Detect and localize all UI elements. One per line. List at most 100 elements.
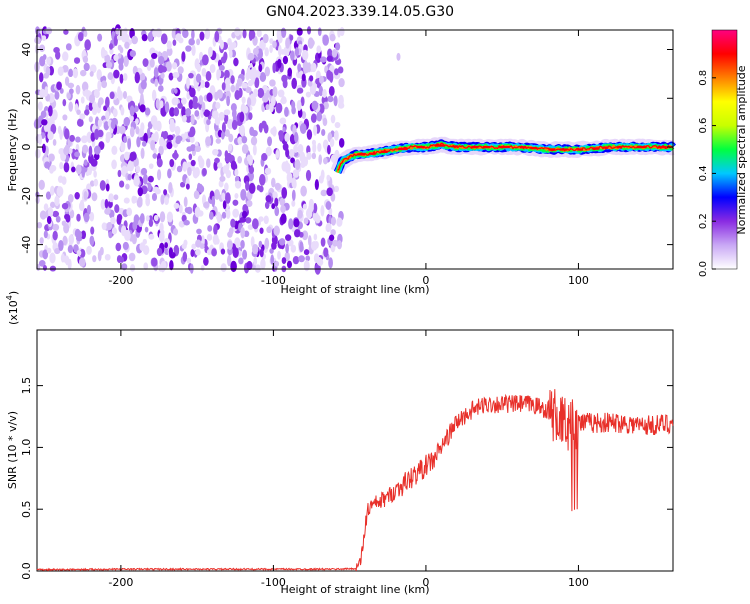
spectrogram-cell [99, 180, 106, 191]
spectrogram-cell [101, 49, 108, 57]
spectrogram-cell [54, 247, 61, 255]
spectrogram-cell [189, 87, 196, 98]
spectrogram-cell [251, 244, 259, 255]
spectrogram-cell [208, 211, 214, 220]
spectrogram-cell [137, 196, 143, 206]
spectrogram-cell [194, 58, 200, 70]
snr-x-axis-label: Height of straight line (km) [280, 583, 429, 596]
spectrogram-cell [240, 188, 247, 201]
spectrogram-cell [136, 136, 141, 148]
spectrogram-cell [115, 242, 122, 252]
spectrogram-cell [40, 110, 47, 119]
spectrogram-cell [186, 257, 192, 264]
spectrogram-cell [57, 125, 62, 135]
spectrogram-cell [139, 72, 146, 82]
spectrogram-cell [160, 260, 167, 272]
spectrogram-cell [142, 58, 149, 67]
spectrogram-cell [114, 204, 120, 214]
spectrogram-cell [89, 211, 95, 222]
spectrogram-cell [197, 182, 201, 193]
spectrogram-ridge [330, 136, 679, 175]
spectrogram-cell [291, 177, 297, 189]
spectrogram-cell [232, 208, 240, 218]
spectrogram-x-ticks: -200 -100 0 100 [108, 30, 589, 287]
spectrogram-cell [168, 182, 173, 194]
spectrogram-cell [107, 72, 114, 80]
spectrogram-cell [221, 192, 226, 201]
spectrogram-cell [84, 39, 91, 51]
spectrogram-cell [160, 194, 165, 205]
spectrogram-cell [316, 111, 323, 122]
spectrogram-cell [306, 151, 312, 160]
spectrogram-cell [284, 132, 290, 142]
spectrogram-cell [218, 111, 225, 121]
spectrogram-cell [300, 96, 305, 107]
spectrogram-cell [290, 50, 295, 61]
spectrogram-cell [113, 54, 119, 62]
spectrogram-cell [154, 131, 159, 143]
spectrogram-cell [288, 149, 295, 158]
spectrogram-cell [183, 219, 190, 226]
spectrogram-cell [160, 72, 165, 79]
spectrogram-cell [318, 85, 324, 97]
spectrogram-cell [76, 249, 82, 257]
spectrogram-cell [278, 238, 286, 246]
spectrogram-cell [262, 33, 269, 44]
spectrogram-cell [151, 192, 158, 202]
spectrogram-cell [307, 79, 313, 87]
spectrogram-cell [248, 182, 256, 194]
spectrogram-cell [188, 153, 193, 161]
spectrogram-cell [108, 43, 114, 50]
spectrogram-cell [47, 105, 53, 117]
spectrogram-cell [105, 61, 113, 69]
spectrogram-cell [196, 228, 202, 235]
spectrogram-cell [253, 88, 259, 98]
spectrogram-cell [127, 159, 135, 172]
spectrogram-cell [39, 88, 46, 99]
spectrogram-cell [285, 243, 289, 254]
spectrogram-cell [110, 120, 116, 130]
spectrogram-cell [323, 101, 329, 110]
spectrogram-cell [80, 96, 85, 104]
spectrogram-cell [156, 247, 163, 257]
spectrogram-cell [104, 208, 111, 215]
spectrogram-cell [306, 129, 313, 140]
colorbar-ticks: 0.0 0.2 0.4 0.6 0.8 [698, 70, 716, 277]
spectrogram-cell [220, 263, 227, 273]
spectrogram-cell [86, 245, 92, 255]
spectrogram-cell [264, 237, 270, 250]
spectrogram-cell [99, 246, 104, 256]
spectrogram-cell [147, 31, 153, 43]
spectrogram-cell [338, 94, 344, 107]
spectrogram-cell [289, 34, 294, 41]
spectrogram-cell [55, 50, 61, 60]
spectrogram-cell [201, 67, 207, 77]
spectrogram-cell [212, 110, 219, 119]
spectrogram-cell [140, 92, 144, 104]
spectrogram-x-tick-label: -200 [108, 274, 133, 287]
spectrogram-cell [274, 206, 280, 217]
spectrogram-cell [297, 143, 304, 154]
spectrogram-cell [261, 95, 269, 103]
spectrogram-cell [159, 211, 166, 223]
spectrogram-cell [46, 216, 52, 225]
spectrogram-cell [173, 107, 180, 117]
spectrogram-cell [54, 90, 60, 100]
spectrogram-cell [301, 111, 307, 120]
spectrogram-cell [215, 102, 221, 110]
spectrogram-cell [310, 62, 317, 73]
spectrogram-cell [277, 58, 282, 69]
spectrogram-y-tick-label: 20 [20, 91, 33, 105]
spectrogram-cell [216, 211, 221, 221]
spectrogram-cell [272, 62, 277, 74]
spectrogram-cell [269, 44, 273, 54]
spectrogram-cell [182, 161, 188, 172]
spectrogram-cell [211, 195, 216, 208]
spectrogram-cell [116, 214, 123, 221]
spectrogram-cell [225, 192, 231, 204]
spectrogram-cell [73, 244, 79, 253]
spectrogram-cell [318, 154, 323, 165]
spectrogram-cell [274, 261, 280, 267]
